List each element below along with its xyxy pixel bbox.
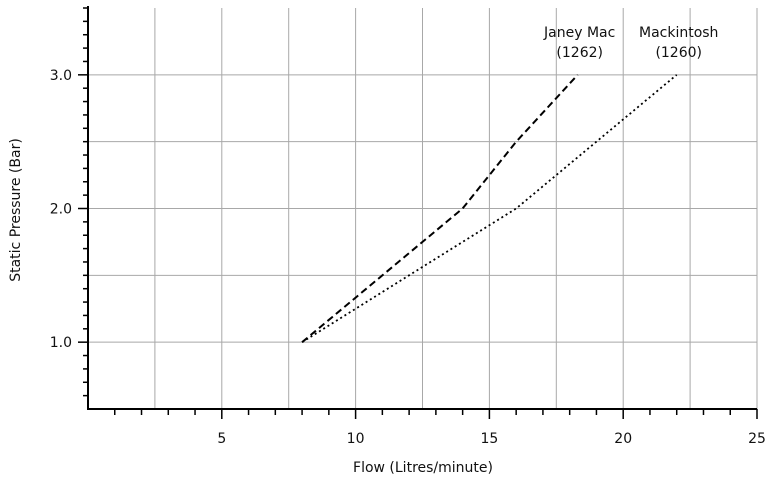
series-labels: Janey Mac (1262) Mackintosh (1260) (543, 25, 718, 61)
grid (88, 8, 758, 409)
y-tick-label: 3.0 (50, 68, 72, 84)
y-axis-title: Static Pressure (Bar) (8, 138, 24, 282)
series-line-mackintosh (301, 74, 678, 343)
x-tick-label: 5 (217, 431, 226, 447)
series-label-janey-mac-code: (1262) (556, 45, 603, 61)
x-tick-label: 20 (614, 431, 632, 447)
series-line-janey-mac (301, 74, 579, 343)
x-axis-title: Flow (Litres/minute) (353, 460, 493, 476)
x-tick-label: 25 (748, 431, 766, 447)
x-tick-label: 15 (480, 431, 498, 447)
axes: 5 10 15 20 25 1.0 2.0 3.0 (50, 6, 766, 447)
x-tick-label: 10 (347, 431, 365, 447)
series-label-mackintosh-code: (1260) (655, 45, 702, 61)
series-label-janey-mac: Janey Mac (543, 25, 615, 41)
series-label-mackintosh: Mackintosh (639, 25, 718, 41)
y-tick-label: 2.0 (50, 202, 72, 218)
y-tick-label: 1.0 (50, 335, 72, 351)
series-lines (301, 74, 678, 343)
